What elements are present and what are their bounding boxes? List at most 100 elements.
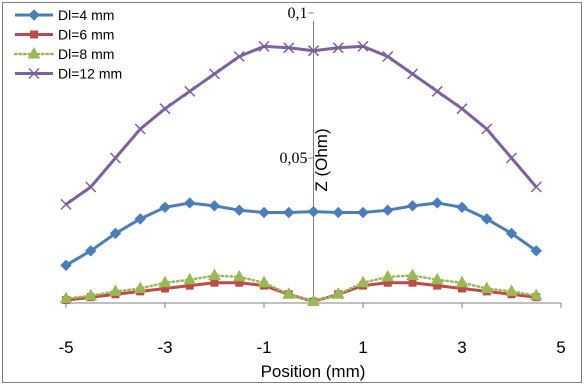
data-point: [455, 275, 469, 288]
x-tick-label: 1: [358, 338, 367, 357]
data-point: [109, 284, 122, 296]
y-tick-label: 0,05: [280, 150, 308, 167]
x-tick-label: -1: [256, 338, 271, 357]
x-marker-stroke: [357, 40, 369, 52]
data-point: [233, 204, 245, 216]
legend-item: Dl=12 mm: [15, 66, 122, 82]
y-tick-label: 0,1: [288, 5, 308, 22]
data-point: [59, 291, 73, 304]
x-marker-stroke: [184, 85, 196, 97]
data-point: [481, 213, 493, 225]
x-marker-stroke: [456, 103, 468, 115]
series-line: [65, 201, 538, 267]
data-point: [210, 278, 219, 287]
x-marker-stroke: [233, 50, 245, 63]
x-marker-stroke: [431, 85, 443, 97]
x-tick-label: -5: [58, 338, 73, 357]
series-layer: [59, 40, 543, 307]
data-point: [60, 198, 72, 210]
legend-marker: [27, 46, 41, 59]
legend-label: Dl=12 mm: [58, 66, 122, 82]
legend-marker: [28, 67, 40, 80]
data-point: [184, 85, 196, 97]
data-point: [258, 206, 270, 219]
data-point: [283, 42, 295, 54]
x-marker-stroke: [406, 68, 419, 80]
data-point: [357, 40, 369, 52]
data-point: [430, 272, 444, 285]
data-point: [85, 245, 97, 257]
data-point: [159, 103, 171, 115]
data-point: [109, 152, 122, 164]
x-marker-stroke: [159, 103, 171, 115]
tick-labels: -5 -3 -1 1 3 5 0,05 0,1: [58, 5, 565, 357]
data-point: [84, 288, 98, 301]
data-point: [133, 281, 147, 293]
data-point: [332, 206, 344, 219]
x-marker-stroke: [307, 45, 320, 57]
x-marker-stroke: [134, 123, 146, 135]
x-marker-stroke: [382, 50, 394, 63]
data-point: [456, 103, 468, 115]
x-tick-label: 5: [556, 338, 565, 357]
data-point: [258, 40, 270, 52]
data-point: [208, 268, 221, 280]
data-point: [530, 245, 542, 257]
data-point: [480, 281, 494, 293]
data-point: [381, 269, 395, 282]
x-axis-title: Position (mm): [261, 362, 366, 381]
x-marker-stroke: [208, 68, 221, 80]
x-tick-label: 3: [457, 338, 466, 357]
data-point: [134, 213, 146, 225]
x-marker-stroke: [28, 67, 40, 80]
data-point: [481, 123, 493, 135]
y-axis-title: Z (Ohm): [312, 128, 331, 191]
data-point: [208, 68, 221, 80]
x-marker-stroke: [505, 152, 518, 164]
data-point: [406, 68, 419, 80]
data-point: [158, 275, 172, 288]
data-point: [233, 50, 245, 63]
data-point: [331, 287, 345, 299]
x-marker-stroke: [283, 42, 295, 54]
data-point: [184, 197, 196, 209]
legend-label: Dl=8 mm: [58, 46, 114, 62]
data-point: [282, 287, 296, 299]
legend-item: Dl=6 mm: [15, 27, 114, 43]
series-line: [64, 274, 538, 303]
data-point: [382, 204, 394, 216]
data-point: [505, 152, 518, 164]
data-point: [529, 288, 543, 301]
data-point: [505, 227, 518, 240]
legend-marker: [28, 9, 40, 21]
data-point: [382, 50, 394, 63]
x-marker-stroke: [60, 198, 72, 210]
data-point: [307, 294, 320, 307]
series-dl-8-mm: [59, 268, 543, 307]
legend-label: Dl=6 mm: [58, 27, 114, 43]
x-marker-stroke: [481, 123, 493, 135]
data-point: [431, 197, 443, 209]
x-marker-stroke: [85, 181, 97, 193]
data-point: [530, 181, 542, 193]
line-chart: -5 -3 -1 1 3 5 0,05 0,1 Position (mm) Z (Ohm) D…: [13, 5, 566, 381]
data-point: [406, 268, 419, 280]
x-marker-stroke: [109, 152, 122, 164]
x-marker-stroke: [332, 42, 344, 54]
data-point: [60, 259, 72, 272]
series-dl-4-mm: [60, 197, 542, 272]
data-point: [431, 85, 443, 97]
data-point: [307, 45, 320, 57]
data-point: [505, 284, 518, 296]
legend-marker: [30, 30, 38, 39]
data-point: [332, 42, 344, 54]
data-point: [85, 181, 97, 193]
data-point: [183, 272, 197, 285]
chart-frame: -5 -3 -1 1 3 5 0,05 0,1 Position (mm) Z (Ohm) D…: [2, 2, 582, 383]
legend-item: Dl=4 mm: [15, 7, 114, 23]
x-marker-stroke: [258, 40, 270, 52]
data-point: [456, 201, 468, 214]
data-point: [109, 227, 122, 240]
series-dl-12-mm: [60, 40, 542, 210]
data-point: [159, 201, 171, 214]
